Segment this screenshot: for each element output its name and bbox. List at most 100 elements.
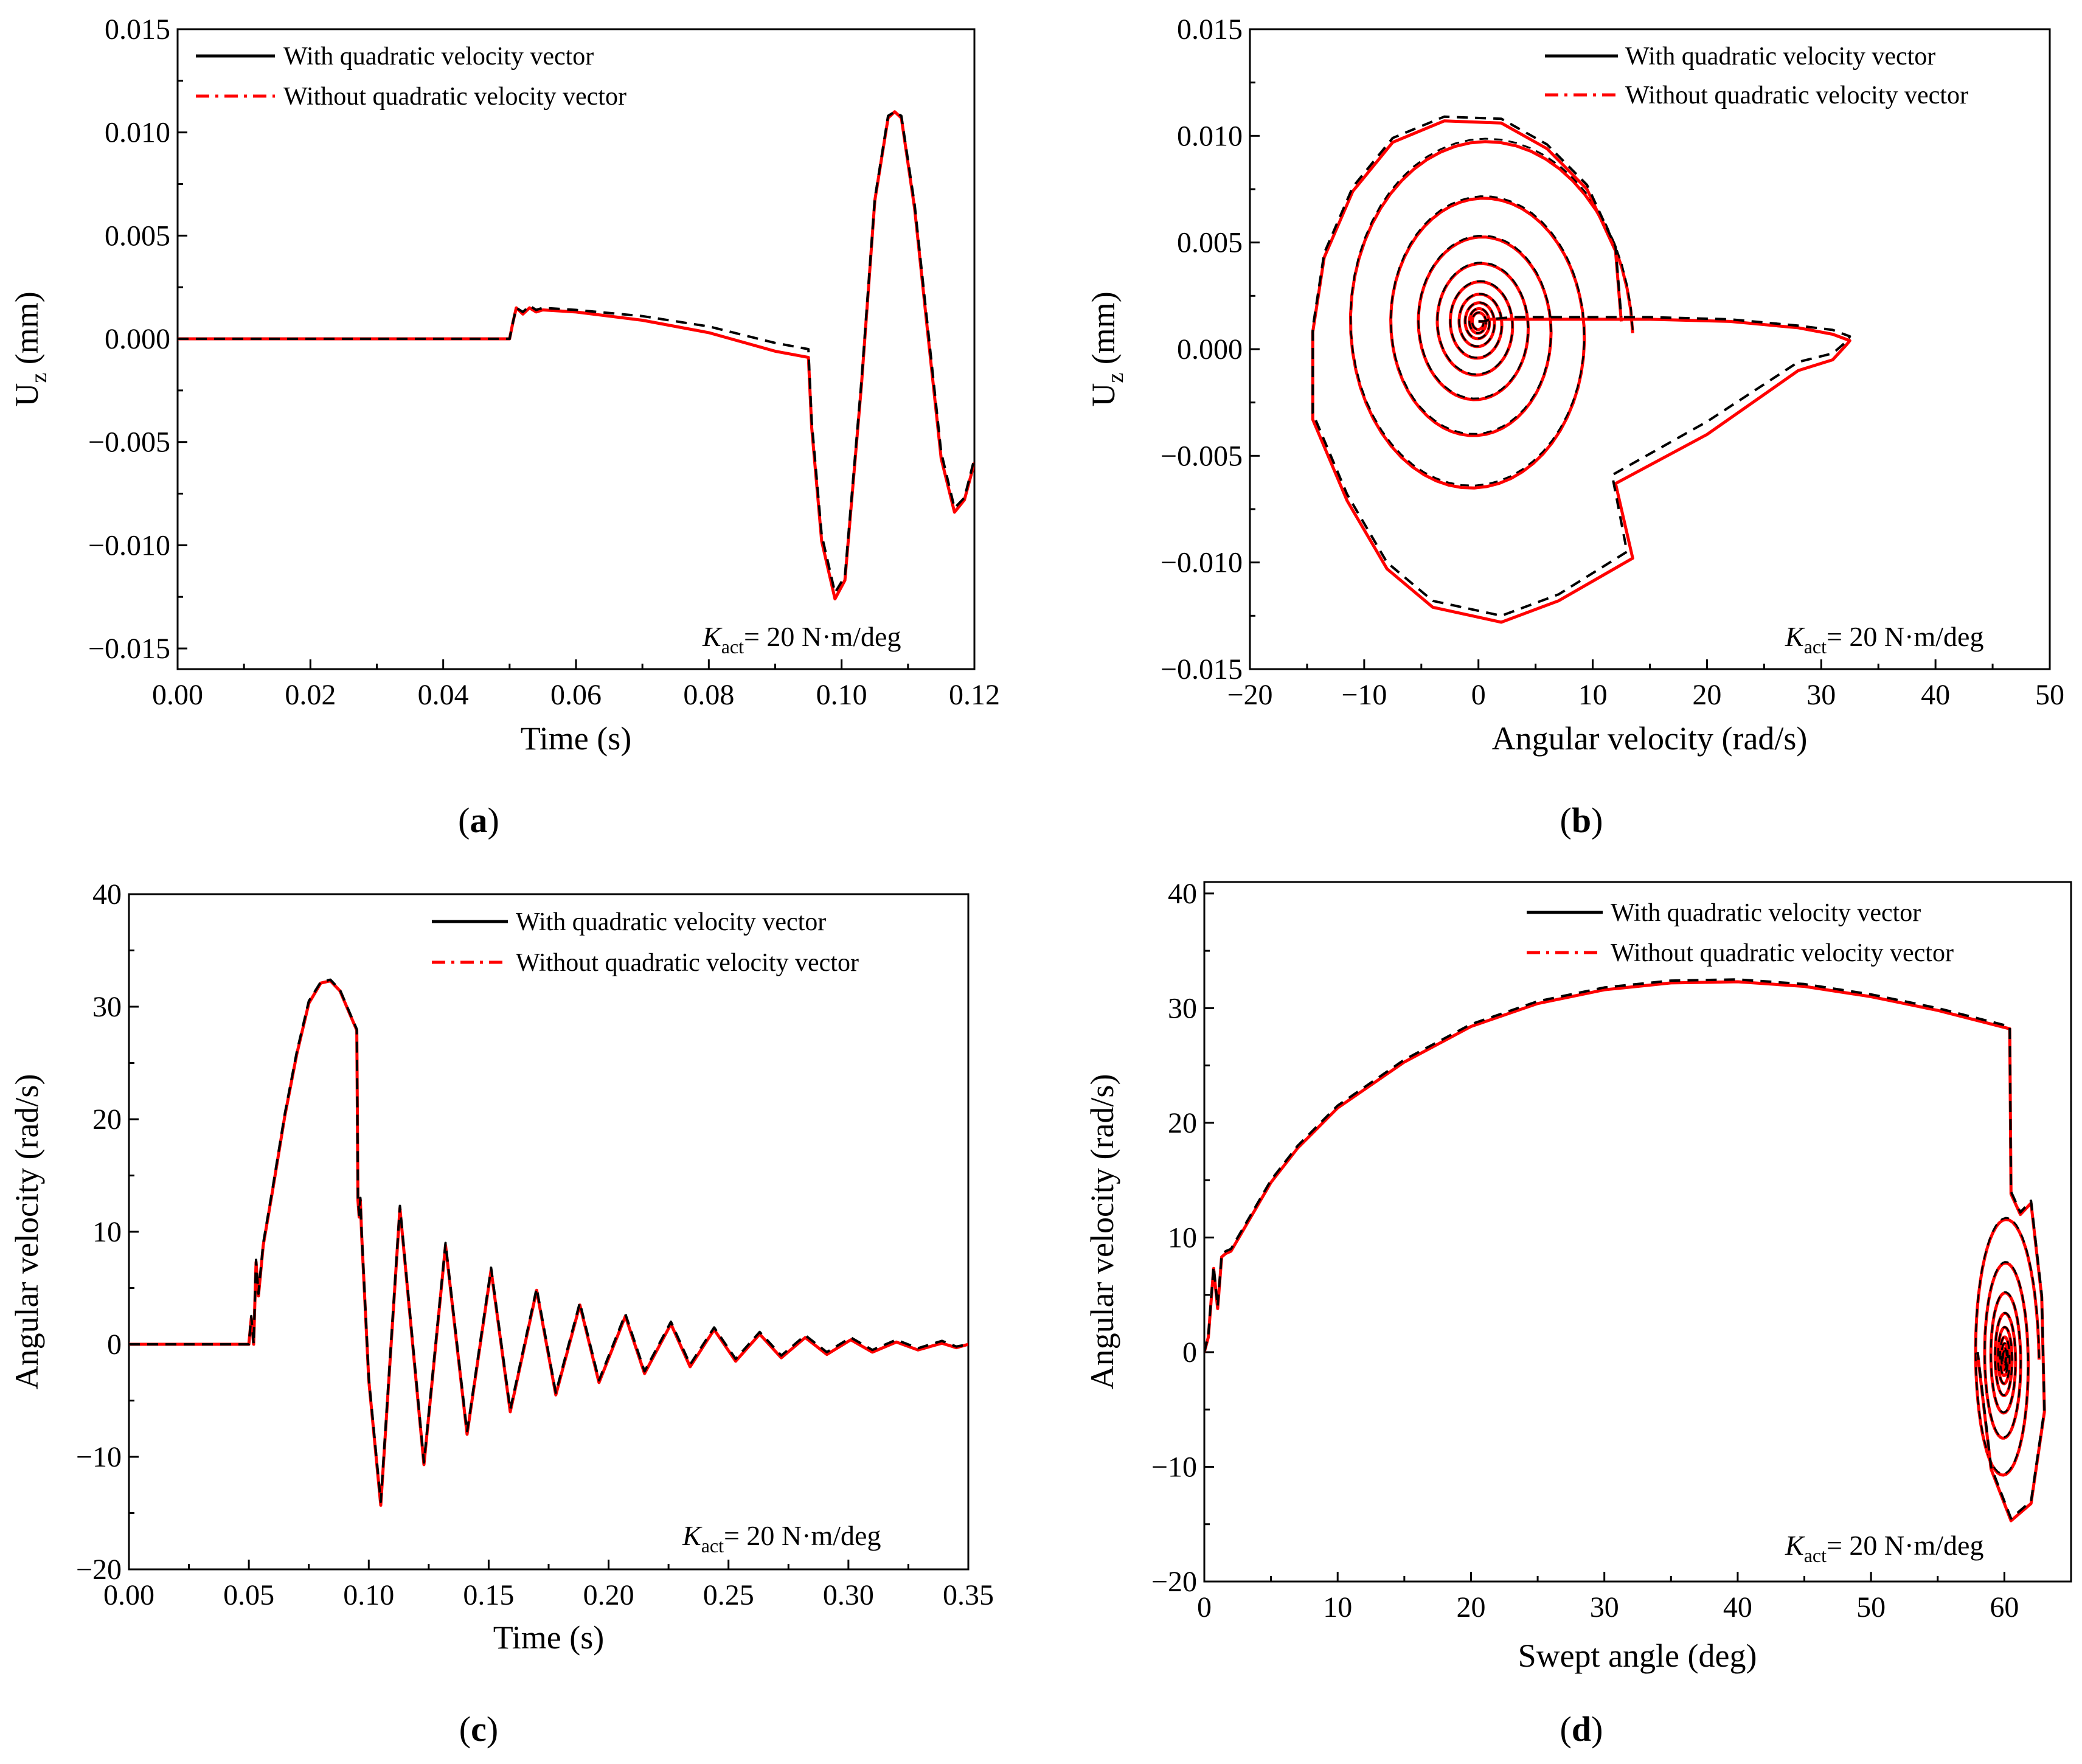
x-tick-label: 0.05 [223,1579,274,1611]
y-tick-label: 20 [1168,1107,1197,1139]
y-tick-label: 0.005 [105,220,170,252]
y-axis-title: Uz (mm) [9,291,52,406]
y-tick-label: −0.010 [88,529,170,561]
y-tick-label: −10 [1151,1451,1197,1483]
legend: With quadratic velocity vector Without q… [196,43,626,111]
panel-a: 0.00 0.02 0.04 0.06 0.08 0.10 0.12 −0.015 −0.010… [9,13,1000,840]
legend: With quadratic velocity vector Without q… [1545,43,1968,109]
series-with-line [178,110,974,594]
x-tick-label: 0.04 [418,679,469,711]
x-tick-label: 50 [1856,1591,1886,1623]
x-tick-label: 0.30 [823,1579,874,1611]
y-tick-label: −0.005 [1161,440,1243,472]
x-tick-label: 10 [1578,679,1608,711]
k-act-annotation: Kact= 20 N·m/deg [1785,621,1983,658]
axis-ticks: 0.00 0.05 0.10 0.15 0.20 0.25 0.30 0.35 −20 −10 0 1… [76,878,994,1611]
y-tick-label: 0.000 [1177,333,1243,366]
x-axis-title: Time (s) [521,720,632,757]
plot-frame [1249,28,2051,670]
y-axis-title: Uz (mm) [1085,291,1128,406]
y-tick-label: 30 [1168,992,1197,1024]
y-tick-label: 0.010 [105,117,170,149]
y-tick-label: 10 [1168,1221,1197,1254]
x-tick-label: 0.20 [583,1579,634,1611]
series-with-line [129,978,968,1503]
series-layer [129,978,968,1507]
y-tick-label: −0.015 [1161,653,1243,686]
y-tick-label: 40 [92,878,122,911]
y-tick-label: 0.005 [1177,227,1243,259]
y-tick-label: 0.000 [105,323,170,355]
y-axis-title: Angular velocity (rad/s) [1084,1074,1120,1390]
series-without-line [1204,980,2046,1523]
series-with-line [1311,115,1851,617]
series-without-line [129,979,968,1507]
x-tick-label: 0.12 [949,679,1000,711]
legend-label-with: With quadratic velocity vector [283,43,594,71]
x-tick-label: 0.02 [285,679,336,711]
panel-d: 0 10 20 30 40 50 60 −20 −10 0 10 20 30 40 With quadra… [1084,878,2072,1749]
y-tick-label: −10 [76,1441,122,1473]
k-act-annotation: Kact= 20 N·m/deg [1785,1530,1983,1566]
y-tick-label: −0.015 [88,633,170,665]
panel-caption: (d) [1560,1709,1603,1749]
legend-label-with: With quadratic velocity vector [1625,43,1935,71]
legend-label-with: With quadratic velocity vector [516,908,826,936]
panel-caption: (b) [1560,800,1603,840]
x-tick-label: 0.08 [683,679,734,711]
y-tick-label: 20 [92,1103,122,1136]
legend-label-with: With quadratic velocity vector [1611,899,1921,927]
x-tick-label: 0.25 [703,1579,754,1611]
panel-c: 0.00 0.05 0.10 0.15 0.20 0.25 0.30 0.35 −20 −10 0 1… [9,878,994,1749]
series-layer [1311,115,1851,624]
series-without-line [1311,119,1851,624]
x-tick-label: 0.00 [152,679,203,711]
k-act-annotation: Kact= 20 N·m/deg [702,621,901,658]
x-tick-label: 20 [1456,1591,1485,1623]
y-axis-title: Angular velocity (rad/s) [9,1074,45,1390]
y-tick-label: 0.010 [1177,120,1243,152]
y-tick-label: 0.015 [105,13,170,46]
spiral-with [1974,1217,2040,1475]
panel-caption: (a) [458,800,499,840]
legend-label-without: Without quadratic velocity vector [1611,939,1954,967]
y-tick-label: 40 [1168,878,1197,910]
legend: With quadratic velocity vector Without q… [432,908,859,977]
y-tick-label: 0 [1182,1336,1197,1369]
k-act-annotation: Kact= 20 N·m/deg [682,1520,881,1557]
y-tick-label: 0 [107,1328,122,1361]
series-layer [1204,978,2046,1523]
x-tick-label: 50 [2035,679,2064,711]
x-tick-label: 0.35 [943,1579,994,1611]
x-tick-label: 40 [1723,1591,1752,1623]
x-tick-label: 10 [1323,1591,1352,1623]
x-tick-label: 30 [1590,1591,1619,1623]
axis-ticks: −20 −10 0 10 20 30 40 50 −0.015 −0.010 −0.005 0.000… [1161,13,2064,711]
x-axis-title: Time (s) [493,1619,605,1656]
series-layer [178,110,974,601]
legend-label-without: Without quadratic velocity vector [283,83,626,111]
series-without-line [178,110,974,601]
x-axis-title: Swept angle (deg) [1518,1637,1757,1674]
y-tick-label: 0.015 [1177,13,1243,46]
x-tick-label: 0.10 [816,679,867,711]
x-tick-label: 0.06 [550,679,602,711]
y-tick-label: −0.010 [1161,547,1243,579]
y-tick-label: −20 [76,1554,122,1586]
legend-label-without: Without quadratic velocity vector [1625,82,1968,109]
plot-frame [128,893,970,1571]
x-tick-label: −10 [1341,679,1387,711]
x-tick-label: 60 [1990,1591,2019,1623]
x-tick-label: 0.15 [463,1579,514,1611]
x-tick-label: 0.00 [103,1579,154,1611]
axis-ticks: 0.00 0.02 0.04 0.06 0.08 0.10 0.12 −0.015 −0.010… [88,13,1000,711]
x-axis-title: Angular velocity (rad/s) [1492,720,1808,757]
y-tick-label: 30 [92,991,122,1023]
x-tick-label: 0 [1197,1591,1212,1623]
panel-b: −20 −10 0 10 20 30 40 50 −0.015 −0.010 −0.005 0.000… [1085,13,2064,840]
x-tick-label: 0.10 [343,1579,394,1611]
y-tick-label: 10 [92,1216,122,1248]
plot-frame [1203,881,2072,1583]
legend-label-without: Without quadratic velocity vector [516,949,859,977]
